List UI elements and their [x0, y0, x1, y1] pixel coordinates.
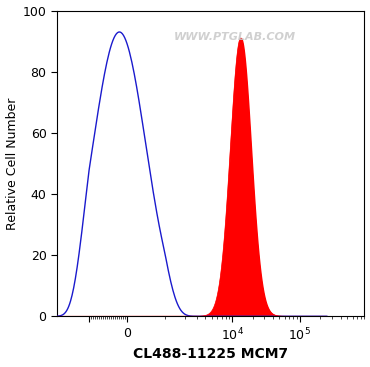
Y-axis label: Relative Cell Number: Relative Cell Number [6, 97, 18, 230]
Text: WWW.PTGLAB.COM: WWW.PTGLAB.COM [174, 32, 296, 42]
X-axis label: CL488-11225 MCM7: CL488-11225 MCM7 [133, 348, 288, 361]
